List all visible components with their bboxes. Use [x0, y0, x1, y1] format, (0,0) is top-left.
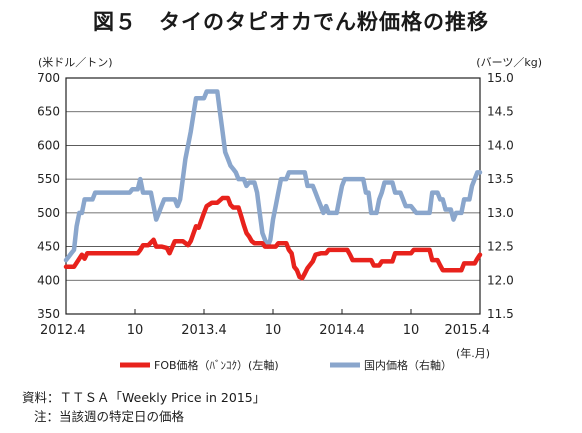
y-tick-right: 12.0 [487, 273, 514, 287]
y-tick-right: 14.5 [487, 105, 514, 119]
legend-label-domestic: 国内価格（右軸） [364, 358, 452, 372]
legend: FOB価格（ﾊﾞﾝｺｸ）(左軸) 国内価格（右軸） [120, 358, 452, 372]
y-tick-left: 550 [37, 172, 60, 186]
left-axis-unit: (米ドル／トン) [38, 56, 113, 69]
left-axis-ticks: 700 650 600 550 500 450 400 350 [37, 71, 60, 321]
series-lines [63, 89, 483, 281]
y-tick-left: 500 [37, 206, 60, 220]
y-tick-right: 13.0 [487, 206, 514, 220]
x-axis-unit: (年.月) [456, 346, 490, 360]
y-tick-left: 450 [37, 240, 60, 254]
series-line-domestic [63, 89, 483, 263]
x-tick-label: 2015.4 [445, 323, 491, 338]
footnote: 注：当該週の特定日の価格 [34, 409, 185, 424]
x-tick-label: 2013.4 [181, 323, 227, 338]
plot-frame [65, 77, 481, 315]
y-tick-right: 15.0 [487, 71, 514, 85]
y-tick-left: 600 [37, 138, 60, 152]
right-axis-ticks: 15.0 14.5 14.0 13.5 13.0 12.5 12.0 11.5 [487, 71, 514, 321]
page-title: 図５ タイのタピオカでん粉価格の推移 [93, 10, 489, 34]
y-tick-right: 13.5 [487, 172, 514, 186]
y-tick-left: 650 [37, 105, 60, 119]
x-tick-label: 2012.4 [40, 323, 86, 338]
x-tick-label: 2014.4 [319, 323, 365, 338]
right-axis-unit: (バーツ／kg) [476, 56, 542, 69]
x-tick-label: 10 [403, 323, 420, 338]
chart-notes: 資料：ＴＴＳＡ「Weekly Price in 2015」 注：当該週の特定日の… [22, 388, 265, 426]
y-tick-left: 400 [37, 273, 60, 287]
y-tick-left: 700 [37, 71, 60, 85]
y-tick-right: 12.5 [487, 240, 514, 254]
y-tick-left: 350 [37, 307, 60, 321]
x-axis-ticks: 2012.4 10 2013.4 10 2014.4 10 2015.4 [40, 309, 490, 338]
y-tick-right: 14.0 [487, 138, 514, 152]
x-tick-label: 10 [265, 323, 282, 338]
legend-label-fob: FOB価格（ﾊﾞﾝｺｸ）(左軸) [154, 358, 279, 372]
series-line-fob [63, 195, 483, 281]
price-line-chart: (米ドル／トン) (バーツ／kg) 700 650 600 550 500 450 400 3… [37, 56, 542, 372]
y-tick-right: 11.5 [487, 307, 514, 321]
source-note: 資料：ＴＴＳＡ「Weekly Price in 2015」 [22, 390, 266, 405]
x-tick-label: 10 [127, 323, 144, 338]
